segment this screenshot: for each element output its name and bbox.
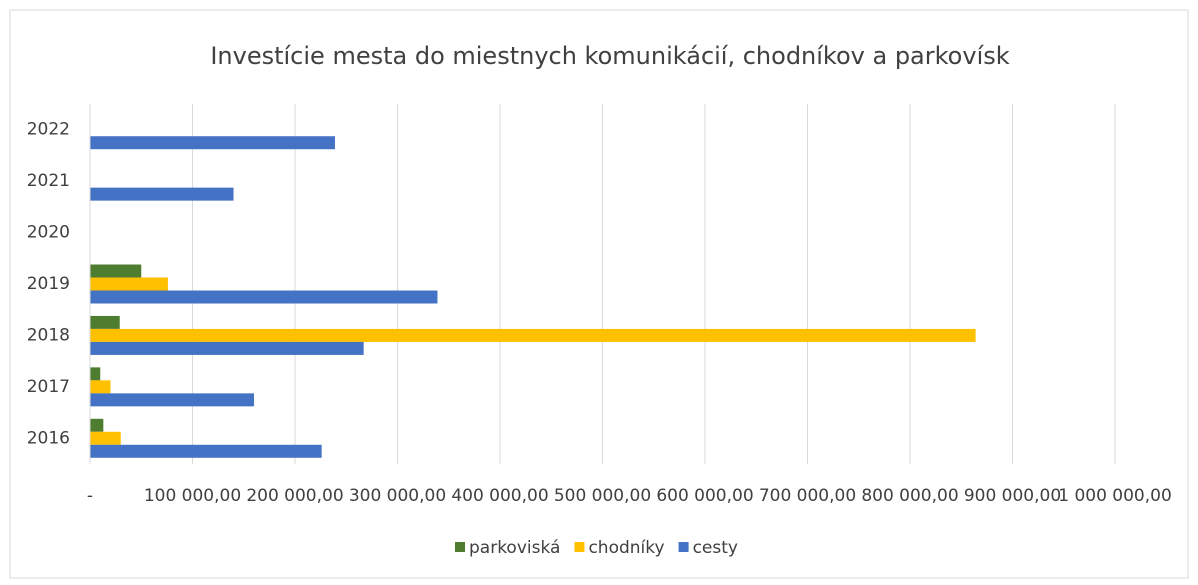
x-tick-label: 1 000 000,00 — [1058, 486, 1172, 506]
y-tick-label: 2017 — [27, 377, 70, 397]
bar — [90, 187, 234, 201]
x-tick-label: 100 000,00 — [144, 486, 241, 506]
bar — [90, 431, 121, 445]
x-tick-label: 900 000,00 — [964, 486, 1061, 506]
legend-swatch — [455, 542, 465, 552]
bar — [90, 277, 168, 291]
x-tick-label: - — [87, 486, 93, 506]
legend-swatch — [678, 542, 689, 552]
y-tick-label: 2016 — [27, 428, 70, 448]
bar — [90, 136, 335, 150]
bar — [90, 264, 142, 278]
x-tick-label: 600 000,00 — [656, 486, 753, 506]
legend-label: parkoviská — [469, 538, 560, 558]
y-tick-label: 2022 — [27, 120, 70, 140]
bar — [90, 341, 364, 355]
legend-swatch — [574, 542, 585, 552]
x-tick-label: 800 000,00 — [861, 486, 958, 506]
bar — [90, 367, 101, 381]
y-tick-label: 2019 — [27, 274, 70, 294]
bar — [90, 380, 111, 394]
y-tick-label: 2021 — [27, 171, 70, 191]
bar — [90, 393, 254, 407]
x-tick-label: 400 000,00 — [451, 486, 548, 506]
legend-label: cesty — [693, 538, 738, 558]
y-tick-label: 2020 — [27, 223, 70, 243]
bar — [90, 418, 104, 432]
x-tick-label: 500 000,00 — [554, 486, 651, 506]
x-tick-label: 700 000,00 — [759, 486, 856, 506]
x-tick-label: 300 000,00 — [349, 486, 446, 506]
bar — [90, 315, 120, 329]
chart-title: Investície mesta do miestnych komunikáci… — [210, 42, 1009, 70]
bar — [90, 328, 976, 342]
bar — [90, 444, 322, 458]
bar — [90, 290, 438, 304]
y-tick-label: 2018 — [27, 325, 70, 345]
x-tick-label: 200 000,00 — [246, 486, 343, 506]
legend-label: chodníky — [588, 538, 664, 558]
